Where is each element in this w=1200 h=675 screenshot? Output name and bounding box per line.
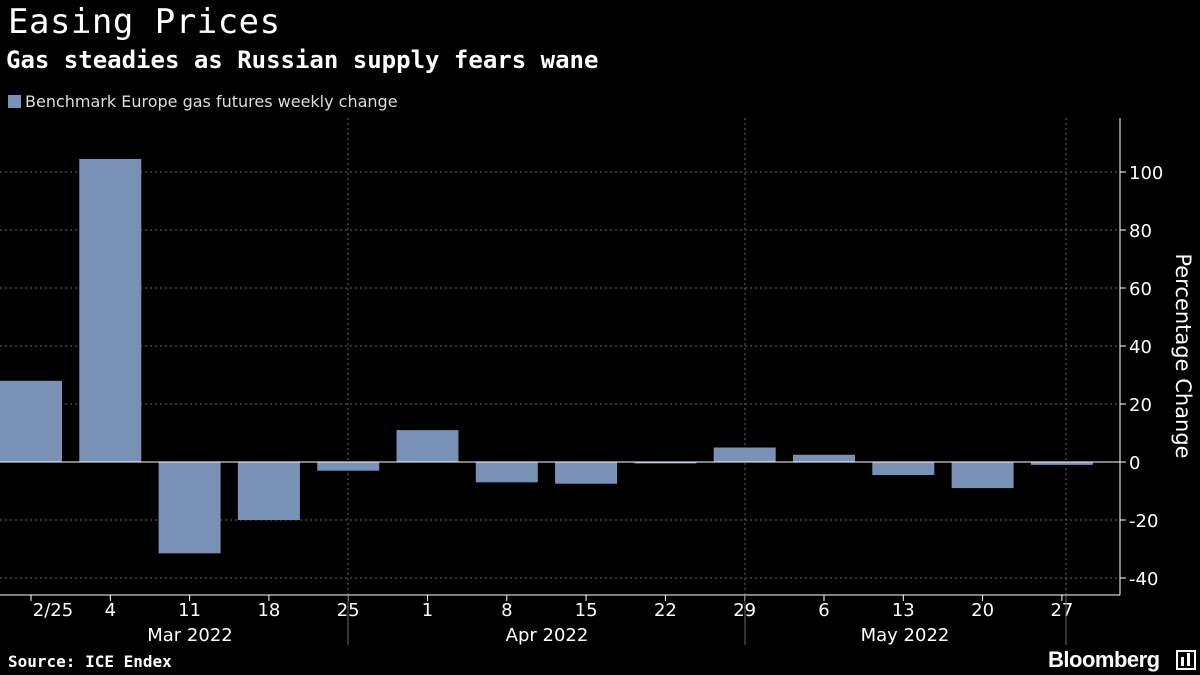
x-tick-label: 4 [105, 600, 116, 621]
bar [872, 462, 935, 476]
bar [555, 462, 618, 484]
bar [1030, 462, 1093, 465]
bar [0, 380, 62, 462]
bar [793, 454, 855, 462]
legend-swatch [8, 95, 21, 108]
x-tick-label: 15 [575, 600, 598, 621]
y-tick-label: 60 [1129, 279, 1152, 300]
bar [713, 447, 776, 462]
y-axis-title: Percentage Change [1171, 253, 1195, 458]
bar [475, 462, 538, 483]
month-label: Mar 2022 [147, 625, 233, 646]
x-tick-label: 1 [422, 600, 433, 621]
chart-title: Easing Prices [8, 2, 281, 42]
x-tick-label: 20 [971, 600, 994, 621]
bar [951, 462, 1014, 489]
x-tick-label: 18 [257, 600, 280, 621]
legend: Benchmark Europe gas futures weekly chan… [8, 92, 398, 111]
y-tick-label: 100 [1129, 163, 1163, 184]
x-tick-label: 2/25 [33, 600, 73, 621]
y-tick-label: 40 [1129, 337, 1152, 358]
y-tick-label: -20 [1129, 511, 1158, 532]
y-tick-label: 20 [1129, 395, 1152, 416]
y-tick-label: -40 [1129, 569, 1158, 590]
chart-icon [1176, 650, 1196, 670]
chart-subtitle: Gas steadies as Russian supply fears wan… [6, 46, 599, 74]
bar [317, 462, 380, 471]
x-tick-label: 6 [818, 600, 829, 621]
legend-label: Benchmark Europe gas futures weekly chan… [25, 92, 398, 111]
brand-logo: Bloomberg [1048, 647, 1160, 672]
x-tick-label: 11 [178, 600, 201, 621]
month-label: Apr 2022 [506, 625, 589, 646]
bar [158, 462, 221, 554]
bar [237, 462, 300, 520]
y-tick-label: 80 [1129, 221, 1152, 242]
bar [396, 430, 459, 462]
x-tick-label: 27 [1050, 600, 1073, 621]
bar [634, 462, 697, 464]
bar [79, 158, 142, 462]
x-tick-label: 8 [501, 600, 512, 621]
x-tick-label: 22 [654, 600, 677, 621]
y-tick-label: 0 [1129, 453, 1140, 474]
source-note: Source: ICE Endex [8, 652, 172, 671]
x-tick-label: 13 [892, 600, 915, 621]
month-label: May 2022 [861, 625, 950, 646]
